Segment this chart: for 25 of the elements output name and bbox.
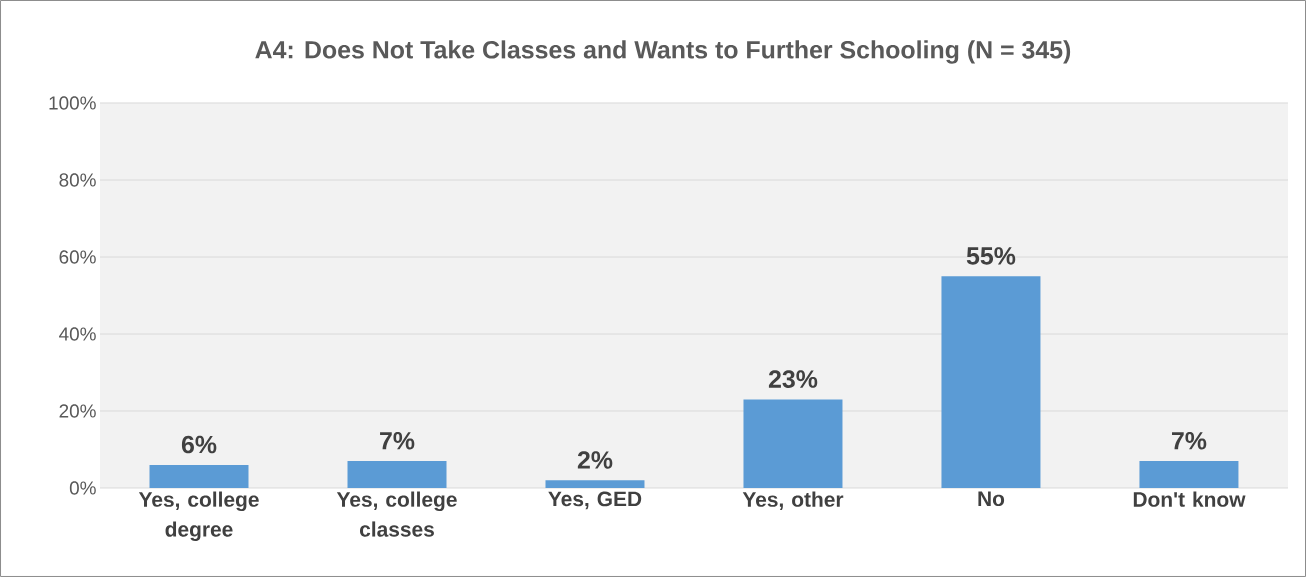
x-tick-label: Yes, GED	[548, 491, 642, 510]
y-tick-label: 60%	[59, 250, 96, 264]
x-tick-label: Yes, college classes	[336, 491, 457, 537]
y-tick-label: 0%	[69, 481, 96, 495]
bar	[149, 464, 249, 488]
bar	[941, 276, 1041, 488]
x-tick-label: Yes, college degree	[138, 491, 259, 541]
y-tick-label: 100%	[49, 96, 96, 110]
x-tick-label: No	[978, 491, 1005, 507]
data-label: 2%	[577, 451, 613, 469]
data-label: 6%	[181, 435, 217, 454]
y-tick-label: 20%	[59, 404, 96, 418]
data-label: 55%	[966, 247, 1016, 265]
data-label: 7%	[1172, 431, 1207, 450]
data-label: 23%	[768, 370, 818, 388]
y-tick-label: 80%	[59, 173, 96, 187]
bar	[545, 480, 645, 488]
data-label: 7%	[380, 431, 415, 450]
bar	[1139, 461, 1239, 488]
x-tick-label: Don't know	[1133, 491, 1246, 507]
y-tick-label: 40%	[59, 327, 96, 341]
chart-title: A4: Does Not Take Classes and Wants to Further Schooling (N = 345)	[255, 40, 1071, 64]
bar	[743, 399, 843, 488]
bar	[347, 461, 447, 488]
x-tick-label: Yes, other	[742, 491, 844, 510]
